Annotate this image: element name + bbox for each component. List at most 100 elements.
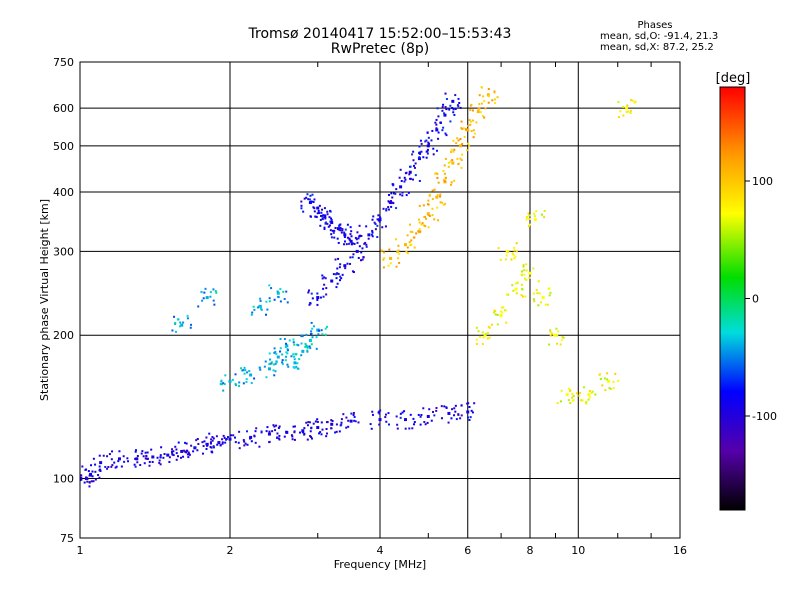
- echo-point: [171, 448, 174, 451]
- echo-point: [443, 178, 446, 181]
- echo-point: [220, 379, 223, 382]
- echo-point: [609, 388, 612, 391]
- echo-point: [491, 99, 494, 102]
- echo-point: [316, 212, 319, 215]
- echo-point: [313, 207, 316, 210]
- echo-point: [285, 355, 288, 358]
- echo-point: [286, 348, 289, 351]
- colorbar-tick-label: 0: [752, 293, 759, 306]
- echo-point: [277, 427, 280, 430]
- echo-point: [430, 419, 433, 422]
- echo-point: [456, 104, 459, 107]
- echo-point: [468, 418, 471, 421]
- echo-point: [447, 421, 450, 424]
- echo-point: [285, 351, 288, 354]
- echo-point: [513, 249, 516, 252]
- echo-point: [483, 100, 486, 103]
- echo-point: [174, 321, 177, 324]
- echo-point: [245, 378, 248, 381]
- echo-point: [388, 193, 391, 196]
- echo-point: [316, 418, 319, 421]
- y-tick-label: 200: [53, 329, 74, 342]
- echo-point: [212, 446, 215, 449]
- echo-point: [514, 287, 518, 291]
- echo-point: [210, 438, 213, 441]
- echo-point: [321, 274, 324, 277]
- echo-point: [399, 185, 403, 189]
- echo-point: [599, 378, 602, 381]
- echo-point: [619, 110, 622, 113]
- echo-point: [398, 176, 401, 179]
- echo-point: [88, 485, 91, 488]
- echo-point: [631, 99, 634, 102]
- echo-point: [425, 217, 428, 220]
- echo-point: [544, 303, 547, 306]
- echo-point: [541, 296, 545, 300]
- echo-point: [338, 266, 341, 269]
- echo-point: [325, 293, 328, 296]
- echo-point: [456, 157, 459, 160]
- echo-point: [136, 461, 139, 464]
- echo-point: [127, 460, 130, 463]
- echo-point: [370, 427, 373, 430]
- echo-point: [334, 226, 337, 229]
- echo-point: [267, 432, 271, 436]
- echo-point: [343, 236, 346, 239]
- echo-point: [98, 454, 101, 457]
- echo-point: [326, 213, 329, 216]
- echo-point: [158, 461, 161, 464]
- echo-point: [151, 460, 154, 463]
- echo-point: [404, 178, 407, 181]
- echo-point: [469, 416, 472, 419]
- echo-point: [283, 297, 286, 300]
- echo-point: [212, 299, 215, 302]
- echo-point: [306, 193, 309, 196]
- echo-point: [361, 247, 364, 250]
- echo-point: [268, 297, 271, 300]
- echo-point: [278, 438, 281, 441]
- phase-x-mode-stats: mean, sd,X: 87.2, 25.2: [600, 42, 714, 53]
- echo-point: [367, 233, 371, 237]
- echo-point: [493, 98, 496, 101]
- echo-point: [505, 254, 508, 257]
- echo-point: [435, 123, 438, 126]
- echo-point: [452, 111, 455, 114]
- echo-point: [388, 248, 391, 251]
- echo-point: [283, 338, 286, 341]
- echo-point: [163, 453, 166, 456]
- echo-point: [442, 103, 445, 106]
- echo-point: [221, 442, 224, 445]
- echo-point: [444, 106, 447, 109]
- echo-point: [290, 355, 293, 358]
- echo-point: [88, 474, 91, 477]
- echo-point: [439, 193, 442, 196]
- echo-point: [452, 108, 455, 111]
- echo-point: [171, 453, 174, 456]
- echo-point: [528, 218, 531, 221]
- echo-point: [228, 437, 232, 441]
- echo-point: [279, 288, 282, 291]
- echo-point: [187, 451, 190, 454]
- echo-point: [316, 420, 319, 423]
- echo-point: [246, 443, 249, 446]
- echo-point: [341, 229, 344, 232]
- echo-point: [148, 464, 151, 467]
- echo-point: [476, 110, 480, 114]
- echo-point: [253, 377, 256, 380]
- echo-point: [307, 198, 310, 201]
- echo-point: [349, 256, 352, 259]
- echo-point: [342, 243, 345, 246]
- echo-point: [436, 107, 439, 110]
- echo-point: [325, 428, 328, 431]
- echo-point: [187, 456, 190, 459]
- echo-point: [538, 292, 541, 295]
- echo-point: [456, 137, 459, 140]
- echo-point: [243, 366, 246, 369]
- echo-point: [272, 424, 275, 427]
- echo-point: [89, 472, 93, 476]
- echo-point: [379, 409, 382, 412]
- echo-point: [174, 330, 177, 333]
- echo-point: [345, 426, 348, 429]
- echo-point: [340, 231, 343, 234]
- echo-point: [322, 214, 325, 217]
